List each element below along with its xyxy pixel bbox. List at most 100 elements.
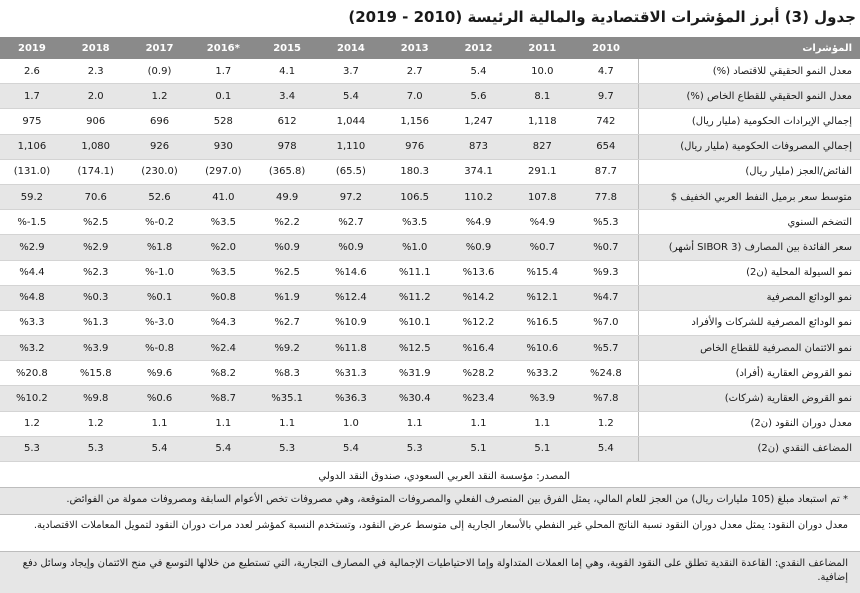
indicator-value: %10.9 (319, 310, 383, 337)
header-year: 2012 (446, 37, 511, 59)
indicator-value: 1.1 (382, 411, 447, 437)
indicator-value: %3.5 (191, 260, 256, 286)
indicator-value: 87.7 (574, 159, 638, 185)
indicator-value: %0.9 (319, 234, 383, 261)
indicator-value: %4.9 (510, 209, 575, 236)
indicator-value: %4.7 (574, 285, 638, 311)
header-year: 2010 (574, 37, 638, 59)
indicator-value: %1.0 (382, 234, 447, 261)
header-row: المؤشرات 2010 2011 2012 2013 2014 2015 *2016 20… (0, 37, 860, 59)
indicator-value: 5.4 (574, 436, 638, 463)
indicator-value: %0.7 (574, 234, 638, 261)
indicator-value: %2.4 (191, 335, 256, 362)
indicator-value: %2.5 (63, 209, 128, 236)
indicator-value: 3.7 (319, 59, 383, 85)
indicator-value: %4.9 (446, 209, 511, 236)
indicator-value: %3.3 (0, 310, 64, 337)
indicator-label: الفائض/العجز (مليار ريال) (637, 159, 860, 185)
indicator-value: %11.8 (319, 335, 383, 362)
table-row: سعر الفائدة بين المصارف (SIBOR 3 أشهر) %0… (0, 234, 860, 261)
indicator-value: %4.3 (191, 310, 256, 337)
indicator-value: 2.0 (63, 83, 128, 110)
table-row: نمو القروض العقارية (أفراد) %24.8 %33.2 %28… (0, 360, 860, 387)
indicator-value: 930 (191, 134, 256, 160)
indicator-value: 1,080 (63, 134, 128, 160)
indicator-value: 4.7 (574, 59, 638, 85)
indicator-value: %31.9 (382, 360, 447, 387)
table-row: معدل النمو الحقيقي للاقتصاد (%) 4.7 10.0 5.… (0, 59, 860, 85)
table-header: المؤشرات 2010 2011 2012 2013 2014 2015 *2016 20… (0, 37, 860, 59)
indicator-value: %0.3 (63, 285, 128, 311)
indicator-value: %33.2 (510, 360, 575, 387)
indicator-value: 1.1 (191, 411, 256, 437)
divider (0, 551, 860, 552)
indicator-label: المضاعف النقدي (ن2) (637, 436, 860, 463)
indicator-label: معدل النمو الحقيقي للقطاع الخاص (%) (637, 83, 860, 110)
indicator-value: 52.6 (127, 184, 192, 211)
indicator-value: 1.1 (127, 411, 192, 437)
table-row: إجمالي الإيرادات الحكومية (مليار ريال) 74… (0, 108, 860, 135)
header-year: 2015 (255, 37, 320, 59)
indicator-value: 696 (127, 108, 192, 135)
indicator-value: 1.0 (319, 411, 383, 437)
indicator-label: معدل النمو الحقيقي للاقتصاد (%) (637, 59, 860, 85)
indicator-value: %12.1 (510, 285, 575, 311)
indicator-value: 5.6 (446, 83, 511, 110)
indicator-value: %0.8 (191, 285, 256, 311)
indicator-label: متوسط سعر برميل النفط العربي الخفيف $ (637, 184, 860, 211)
indicator-label: إجمالي الإيرادات الحكومية (مليار ريال) (637, 108, 860, 135)
indicator-label: نمو الودائع المصرفية للشركات والأفراد (637, 310, 860, 337)
indicator-value: %12.2 (446, 310, 511, 337)
indicator-value: 77.8 (574, 184, 638, 211)
table-row: المضاعف النقدي (ن2) 5.4 5.1 5.1 5.3 5.4 5.3 5.4… (0, 436, 860, 463)
indicator-value: 1.1 (510, 411, 575, 437)
indicator-value: 1,044 (319, 108, 383, 135)
indicator-value: %3.5 (191, 209, 256, 236)
indicator-value: %20.8 (0, 360, 64, 387)
indicator-value: 976 (382, 134, 447, 160)
indicator-value: 1,156 (382, 108, 447, 135)
indicator-value: 59.2 (0, 184, 64, 211)
indicator-value: %12.5 (382, 335, 447, 362)
indicator-value: 873 (446, 134, 511, 160)
header-year: 2013 (382, 37, 447, 59)
indicator-value: %8.2 (191, 360, 256, 387)
indicator-value: 1.2 (574, 411, 638, 437)
indicator-value: %3.2 (0, 335, 64, 362)
indicator-value: %16.5 (510, 310, 575, 337)
indicator-value: %15.8 (63, 360, 128, 387)
indicator-value: 827 (510, 134, 575, 160)
table-row: معدل النمو الحقيقي للقطاع الخاص (%) 9.7 8.… (0, 83, 860, 110)
table-body: معدل النمو الحقيقي للاقتصاد (%) 4.7 10.0 5.… (0, 59, 860, 463)
indicator-value: 3.4 (255, 83, 320, 110)
indicator-value: 2.3 (63, 59, 128, 85)
indicator-value: 5.4 (446, 59, 511, 85)
indicator-value: %35.1 (255, 385, 320, 412)
indicator-value: %9.6 (127, 360, 192, 387)
indicator-value: 110.2 (446, 184, 511, 211)
indicator-value: 97.2 (319, 184, 383, 211)
indicator-value: (365.8) (255, 159, 320, 185)
indicator-value: %14.6 (319, 260, 383, 286)
indicator-value: %8.7 (191, 385, 256, 412)
indicator-value: 5.4 (319, 83, 383, 110)
indicator-value: 70.6 (63, 184, 128, 211)
indicator-label: التضخم السنوي (637, 209, 860, 236)
indicator-value: 5.3 (382, 436, 447, 463)
indicator-value: %-1.0 (127, 260, 192, 286)
indicator-value: %9.3 (574, 260, 638, 286)
indicator-value: %16.4 (446, 335, 511, 362)
indicator-value: (131.0) (0, 159, 64, 185)
indicator-label: نمو الائتمان المصرفية للقطاع الخاص (637, 335, 860, 362)
indicator-value: %-1.5 (0, 209, 64, 236)
divider (0, 514, 860, 515)
table-row: الفائض/العجز (مليار ريال) 87.7 291.1 374.1 1… (0, 159, 860, 185)
indicators-table: المؤشرات 2010 2011 2012 2013 2014 2015 *2016 20… (0, 37, 860, 463)
indicator-value: %0.9 (446, 234, 511, 261)
indicator-value: %7.0 (574, 310, 638, 337)
indicator-label: معدل دوران النقود (ن2) (637, 411, 860, 437)
indicator-value: %3.9 (63, 335, 128, 362)
indicator-value: %9.2 (255, 335, 320, 362)
indicator-label: نمو القروض العقارية (أفراد) (637, 360, 860, 387)
